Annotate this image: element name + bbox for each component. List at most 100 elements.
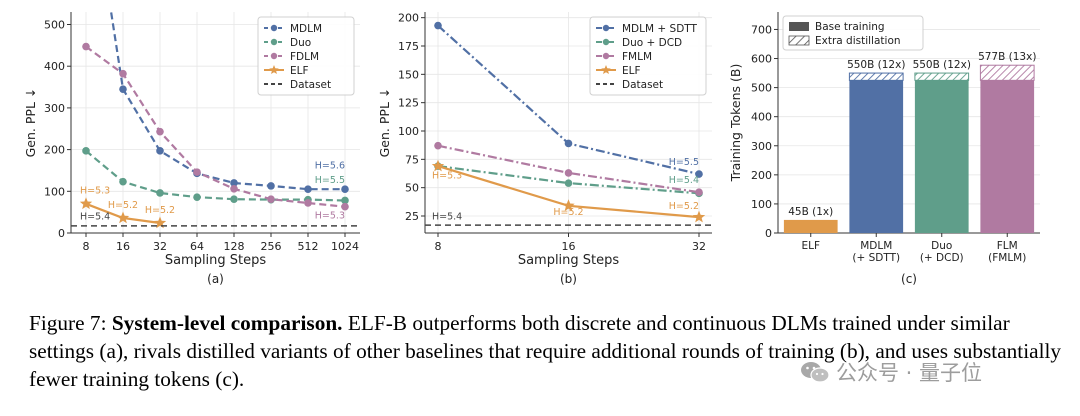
chart-panel-b: 25 50 75 100 125 150 175 200 8 16 32 Sampling Steps… [377,12,712,286]
annotation-label: H=5.5 [315,175,345,186]
legend-label: Extra distillation [815,35,901,47]
series-elf-point [562,199,575,212]
plot-area [71,12,360,229]
y-tick-label: 400 [751,111,772,124]
y-tick-label: 300 [751,140,772,153]
x-tick-label: 8 [435,240,442,253]
series-duo-point [119,177,127,186]
series-duo-point [193,193,201,201]
legend-label: MDLM + SDTT [622,23,698,35]
series-fdlm-point [230,185,238,193]
series-mdlm-line [109,12,345,191]
series-mdlm-sdtt-point [434,21,442,30]
y-tick-label: 0 [765,227,772,240]
annotation-label: H=5.4 [432,211,462,222]
annotation-label: H=5.2 [669,201,699,212]
bar-value-label: 45B (1x) [788,206,833,218]
caption-rest: ELF-B outperforms both discrete and cont… [29,311,1062,391]
series-fmlm-line [437,144,700,194]
x-tick-label: 16 [562,240,576,253]
x-tick-label: 16 [116,240,130,253]
legend-marker [270,24,278,32]
x-axis-label: Sampling Steps [518,253,620,268]
legend-label: FMLM [622,51,652,63]
series-fdlm-line [85,45,346,208]
series-fmlm-point [434,141,442,150]
panel-label: (c) [901,272,917,286]
series-fdlm-point [156,127,164,136]
series-elf-point [692,210,706,223]
x-tick-label: 256 [261,240,282,253]
series-fdlm-point [193,168,201,176]
series-elf-point [431,159,445,172]
bar-base-training [849,80,904,233]
legend-marker [269,65,279,75]
series-duo-line [85,150,346,202]
annotation-label: H=5.4 [669,175,699,186]
x-tick-label: (FMLM) [988,252,1026,264]
series-fdlm-point [119,69,127,78]
caption-bold: System-level comparison. [111,311,343,335]
series-duo-point [341,196,349,205]
legend-box [257,16,355,96]
legend-label: Dataset [622,79,663,91]
series-mdlm-sdtt-point [695,170,703,178]
legend-marker [602,52,610,60]
y-tick-label: 150 [398,68,419,81]
x-tick-label: (+ SDTT) [852,252,900,264]
x-tick-label: 32 [153,240,167,253]
legend-label: ELF [290,65,309,77]
y-tick-label: 25 [405,210,419,223]
watermark-text: 公众号 · 量子位 [836,361,983,385]
x-tick-label: 128 [224,240,245,253]
legend-label: MDLM [290,23,322,35]
plot-area [425,21,712,226]
annotation-label: H=5.5 [669,157,699,168]
series-mdlm-point [341,185,349,194]
chart-panel-c: 0 100 200 300 400 500 600 700 Training Tokens (B… [728,12,1040,286]
x-axis-label: Sampling Steps [165,253,267,268]
y-tick-label: 200 [44,144,65,157]
figure-caption: Figure 7: System-level comparison. ELF-B… [29,309,1069,393]
legend-box [782,15,924,51]
series-duo-point [82,147,90,155]
series-elf-point [153,216,167,229]
watermark: 公众号 · 量子位 [800,358,982,386]
x-tick-label: FLM [997,240,1018,252]
y-axis-label: Gen. PPL ↓ [23,88,38,158]
series-fmlm-point [564,169,573,177]
y-tick-label: 300 [44,102,65,115]
legend-label: FDLM [290,51,319,63]
legend-swatch [788,35,810,46]
annotation-label: H=5.6 [315,160,345,171]
legend: MDLM Duo FDLM ELF Dataset [257,16,355,96]
annotation-label: H=5.3 [80,185,110,196]
legend-marker [602,24,610,32]
legend-marker [602,38,610,46]
series-mdlm-point [230,179,238,187]
legend-label: Dataset [290,79,331,91]
bar-base-training [783,219,838,233]
y-axis-label: Training Tokens (B) [728,64,743,183]
y-tick-label: 100 [751,198,772,211]
legend-label: ELF [622,65,641,77]
series-fdlm-point [304,199,312,207]
legend-label: Base training [815,21,885,33]
x-tick-label: 512 [298,240,319,253]
x-tick-label: ELF [801,240,820,252]
wechat-logo-icon [801,362,830,383]
legend: MDLM + SDTT Duo + DCD FMLM ELF Dataset [589,16,707,96]
legend-marker [270,38,278,46]
series-duo-dcd-point [564,179,573,187]
y-tick-label: 175 [398,40,419,53]
series-mdlm-point [267,182,275,190]
legend-box [589,16,707,96]
bar-value-label: 550B (12x) [913,59,971,71]
y-tick-label: 500 [751,82,772,95]
y-tick-label: 50 [405,182,419,195]
legend-label: Duo + DCD [622,37,682,49]
series-mdlm-sdtt-point [564,139,573,148]
series-fdlm-point [82,42,90,51]
legend-marker [601,65,611,75]
x-tick-label: (+ DCD) [920,252,964,264]
